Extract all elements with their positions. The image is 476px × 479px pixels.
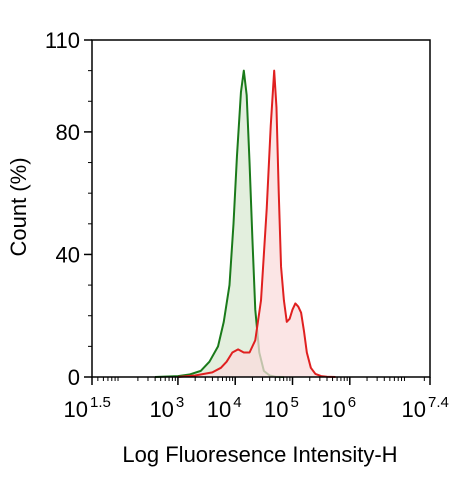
x-tick-exponent: 7.4 [428,394,449,411]
y-tick-label: 0 [68,365,80,390]
y-axis-label: Count (%) [6,157,31,256]
x-tick-exponent: 5 [291,394,299,411]
series-group [154,69,336,378]
x-tick-label: 10 [321,397,345,422]
x-tick-exponent: 3 [176,394,184,411]
y-tick-label: 110 [45,28,80,53]
series-1-line [177,69,336,378]
x-axis-label: Log Fluoresence Intensity-H [122,442,397,467]
axes-frame [91,39,431,378]
x-tick-exponent: 1.5 [90,394,111,411]
x-tick-label: 10 [264,397,288,422]
y-tick-label: 40 [56,242,80,267]
y-tick-label: 80 [56,120,80,145]
x-tick-label: 10 [402,397,426,422]
x-tick-exponent: 6 [348,394,356,411]
x-tick-exponent: 4 [233,394,241,411]
series-0-fill [155,70,284,377]
x-tick-label: 10 [64,397,88,422]
x-tick-label: 10 [149,397,173,422]
plot-frame [91,39,431,378]
x-tick-label: 10 [207,397,231,422]
